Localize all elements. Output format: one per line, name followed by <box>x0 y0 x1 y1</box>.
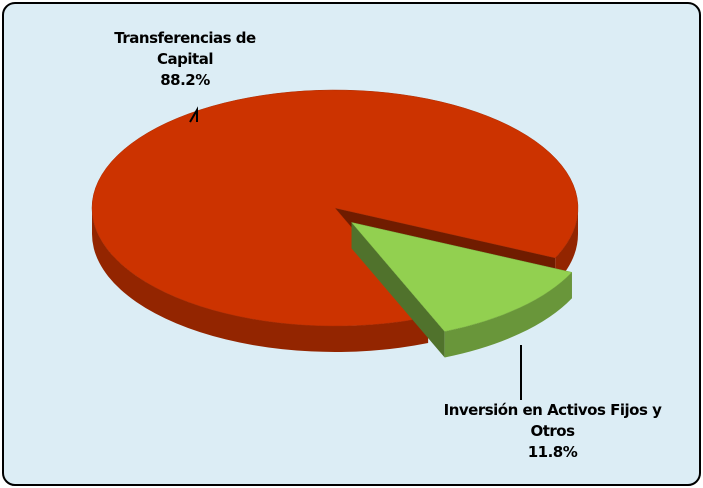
slice-wall <box>351 222 445 358</box>
slice-label: Transferencias de Capital 88.2% <box>90 28 280 91</box>
value-label: 11.8% <box>527 443 578 461</box>
category-label: Transferencias de Capital <box>114 29 256 68</box>
leader-line <box>189 106 198 123</box>
pie <box>91 89 579 358</box>
slice-label: Inversión en Activos Fijos y Otros 11.8% <box>420 400 685 463</box>
pie-slice <box>350 222 573 332</box>
slice-side <box>444 272 572 358</box>
pie-slice <box>91 89 579 327</box>
value-label: 88.2% <box>160 71 210 89</box>
category-label: Inversión en Activos Fijos y Otros <box>443 401 662 440</box>
slice-side <box>92 208 429 353</box>
slice-side <box>555 208 578 284</box>
